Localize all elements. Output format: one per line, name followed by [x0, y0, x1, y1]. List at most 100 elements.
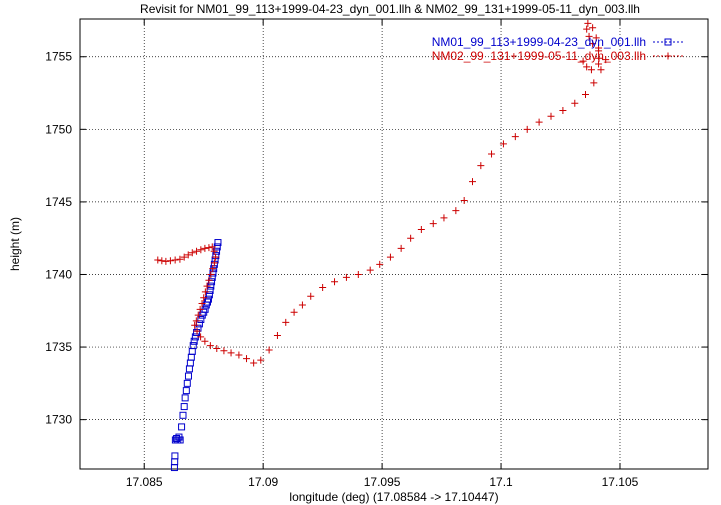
data-point-plus	[201, 244, 209, 252]
y-tick-label: 1745	[45, 195, 72, 209]
data-point-plus	[171, 256, 179, 264]
data-point-square	[197, 315, 205, 323]
legend: NM01_99_113+1999-04-23_dyn_001.llh NM02_…	[432, 35, 683, 63]
data-point-plus	[499, 140, 507, 148]
data-point-square	[170, 464, 178, 472]
data-point-plus	[197, 246, 205, 254]
data-point-plus	[595, 44, 603, 52]
y-tick-label: 1735	[45, 340, 72, 354]
data-point-plus	[154, 256, 162, 264]
data-point-plus	[184, 251, 192, 259]
data-point-plus	[585, 32, 593, 40]
data-point-square	[179, 411, 187, 419]
data-point-plus	[206, 342, 214, 350]
data-point-square	[176, 436, 184, 444]
data-point-plus	[571, 99, 579, 107]
data-point-plus	[397, 244, 405, 252]
data-point-plus	[243, 355, 251, 363]
data-point-plus	[298, 301, 306, 309]
data-point-plus	[535, 118, 543, 126]
data-point-plus	[257, 356, 265, 364]
data-point-plus	[407, 234, 415, 242]
data-point-square	[195, 320, 203, 328]
data-point-plus	[477, 162, 485, 170]
data-point-square	[180, 403, 188, 411]
data-point-plus	[581, 90, 589, 98]
data-point-plus	[592, 34, 600, 42]
data-point-plus	[220, 347, 228, 355]
data-point-plus	[583, 25, 591, 33]
data-point-plus	[590, 79, 598, 87]
data-point-plus	[354, 270, 362, 278]
data-point-plus	[212, 253, 220, 261]
data-point-square	[171, 452, 179, 460]
series-nm01	[170, 239, 222, 472]
y-tick-label: 1755	[45, 50, 72, 64]
data-point-square	[214, 239, 222, 247]
legend-label-nm01: NM01_99_113+1999-04-23_dyn_001.llh	[432, 35, 646, 49]
data-point-plus	[265, 346, 273, 354]
data-point-plus	[162, 257, 170, 265]
data-point-square	[171, 458, 179, 466]
x-tick-label: 17.09	[248, 475, 278, 489]
data-point-plus	[203, 282, 211, 290]
data-point-plus	[595, 60, 603, 68]
y-tick-label: 1730	[45, 413, 72, 427]
data-point-plus	[205, 244, 213, 252]
data-point-square	[181, 394, 189, 402]
data-point-square	[173, 435, 181, 443]
plot-frame	[79, 18, 709, 470]
data-point-plus	[213, 345, 221, 353]
data-point-square	[206, 286, 214, 294]
x-tick-label: 17.095	[364, 475, 401, 489]
data-point-plus	[191, 321, 199, 329]
data-series	[154, 19, 610, 472]
series-nm02	[154, 19, 610, 367]
data-point-square	[183, 379, 191, 387]
data-point-plus	[194, 311, 202, 319]
data-point-square	[178, 423, 186, 431]
legend-marker	[664, 52, 672, 60]
data-point-plus	[440, 214, 448, 222]
data-point-plus	[597, 66, 605, 74]
data-point-plus	[201, 288, 209, 296]
data-point-plus	[273, 331, 281, 339]
data-point-plus	[250, 359, 258, 367]
data-point-plus	[469, 178, 476, 186]
data-point-plus	[342, 273, 350, 281]
data-point-plus	[176, 255, 184, 263]
data-point-plus	[331, 278, 339, 286]
data-point-plus	[196, 305, 204, 313]
data-point-plus	[193, 247, 201, 255]
data-point-plus	[198, 300, 206, 308]
grid	[80, 19, 708, 469]
data-point-plus	[366, 266, 374, 274]
y-tick-label: 1750	[45, 122, 72, 136]
data-point-square	[185, 365, 193, 373]
data-point-square	[186, 359, 194, 367]
data-point-plus	[210, 259, 218, 267]
legend-marker	[664, 38, 672, 46]
data-point-square	[189, 342, 197, 350]
data-point-plus	[488, 150, 496, 158]
data-point-plus	[290, 308, 298, 316]
chart-title: Revisit for NM01_99_113+1999-04-23_dyn_0…	[140, 2, 640, 16]
data-point-plus	[417, 225, 425, 233]
data-point-plus	[205, 276, 213, 284]
data-point-plus	[547, 112, 555, 120]
data-point-plus	[523, 125, 531, 133]
data-point-plus	[201, 337, 209, 345]
data-point-square	[184, 372, 192, 380]
data-point-plus	[166, 257, 174, 265]
data-point-plus	[188, 249, 196, 257]
data-point-plus	[589, 24, 597, 32]
data-point-plus	[180, 253, 188, 261]
data-point-plus	[579, 57, 587, 65]
data-point-plus	[602, 56, 610, 64]
data-point-plus	[583, 63, 591, 71]
data-point-plus	[158, 257, 166, 265]
data-point-square	[204, 295, 212, 303]
data-point-plus	[193, 327, 201, 335]
data-point-plus	[589, 40, 597, 48]
y-axis-label: height (m)	[8, 217, 22, 271]
